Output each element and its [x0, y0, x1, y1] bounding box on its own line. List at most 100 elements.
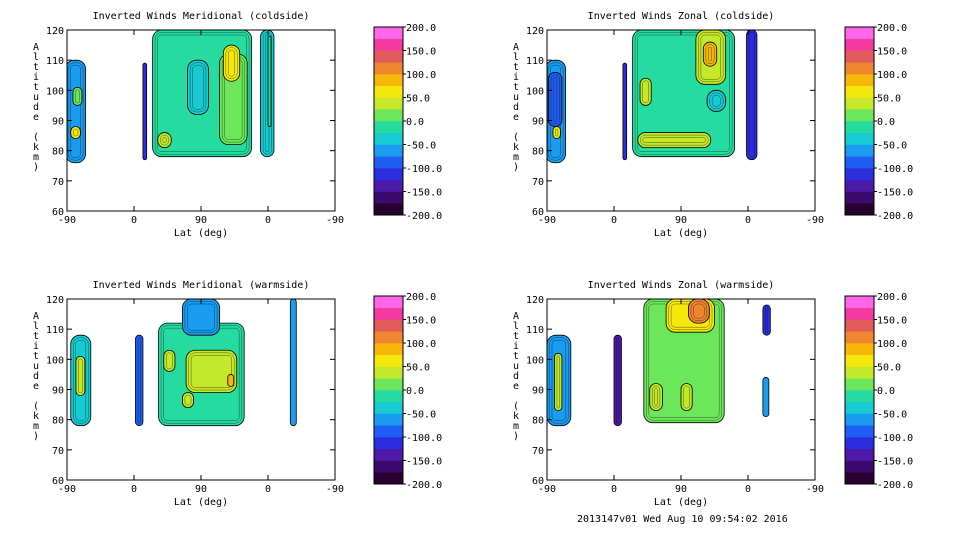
colorbar-label: -50.0	[877, 410, 907, 421]
colorbar-bin	[845, 132, 874, 145]
colorbar-label: 200.0	[406, 292, 436, 303]
colorbar-label: 0.0	[406, 117, 424, 128]
colorbar-bin	[845, 85, 874, 98]
contour-fill	[289, 299, 297, 427]
colorbar-label: 100.0	[406, 339, 436, 350]
y-tick-label: 100	[46, 355, 64, 366]
contour-blob	[185, 349, 238, 393]
colorbar-bin	[374, 109, 403, 122]
colorbar-bin	[374, 74, 403, 87]
contour-line	[654, 388, 658, 406]
colorbar-label: 50.0	[406, 363, 430, 374]
colorbar-bin	[374, 401, 403, 414]
contour-fill	[72, 86, 83, 106]
contour-line	[225, 47, 238, 80]
x-tick-label: 90	[675, 484, 687, 495]
y-tick-label: 70	[52, 446, 64, 457]
colorbar-bin	[374, 413, 403, 426]
colorbar-bin	[374, 331, 403, 344]
contour-line	[640, 134, 709, 146]
plot-area	[70, 299, 297, 427]
y-tick-label: 60	[532, 476, 544, 487]
colorbar-bin	[374, 448, 403, 461]
y-tick-label: 110	[526, 56, 544, 67]
colorbar-label: -150.0	[406, 457, 442, 468]
colorbar-label: -150.0	[877, 457, 913, 468]
contour-blob	[157, 132, 172, 149]
colorbar-bin	[374, 354, 403, 367]
colorbar-label: 50.0	[877, 94, 901, 105]
colorbar-bin	[845, 319, 874, 332]
contour-fill	[762, 377, 770, 418]
colorbar-bin	[374, 38, 403, 51]
colorbar-label: 0.0	[877, 117, 895, 128]
contour-fill	[67, 59, 87, 164]
y-tick-label: 60	[52, 476, 64, 487]
contour-blob	[702, 41, 718, 67]
colorbar-bin	[374, 191, 403, 204]
colorbar-bin	[845, 296, 874, 309]
x-tick-label: 90	[195, 215, 207, 226]
y-tick-label: 110	[46, 325, 64, 336]
colorbar-bin	[374, 50, 403, 63]
y-tick-label: 90	[52, 386, 64, 397]
contour-blob	[67, 59, 87, 164]
x-tick-label: 0	[131, 215, 137, 226]
colorbar-label: -200.0	[406, 480, 442, 491]
colorbar-bin	[845, 354, 874, 367]
contour-fill	[762, 304, 771, 336]
x-tick-label: -90	[538, 215, 556, 226]
colorbar-bin	[374, 378, 403, 391]
chart-panel: Inverted Winds Zonal (coldside) -90 0 90 0 -9…	[513, 11, 913, 239]
x-tick-label: 0	[131, 484, 137, 495]
contour-blob	[680, 383, 693, 412]
x-tick-label: -90	[806, 215, 824, 226]
contour-line	[72, 128, 79, 137]
chart-title: Inverted Winds Meridional (warmside)	[93, 280, 310, 291]
x-tick-label: -90	[58, 215, 76, 226]
colorbar-bin	[845, 203, 874, 216]
contour-blob	[613, 334, 622, 427]
x-tick-label: -90	[538, 484, 556, 495]
colorbar-label: 0.0	[406, 386, 424, 397]
contour-blob	[762, 304, 771, 336]
run-stamp: 2013147v01 Wed Aug 10 09:54:02 2016	[577, 514, 788, 525]
contour-line	[190, 355, 232, 388]
colorbar-label: 150.0	[877, 316, 907, 327]
contour-line	[67, 62, 84, 161]
contour-line	[78, 358, 83, 394]
colorbar-bin	[845, 168, 874, 181]
contour-blob	[552, 126, 561, 139]
contour-line	[693, 303, 705, 319]
contour-blob	[135, 334, 144, 427]
contour-line	[642, 80, 649, 104]
contour-fill	[613, 334, 622, 427]
x-tick-label: -90	[58, 484, 76, 495]
y-tick-label: 70	[532, 177, 544, 188]
y-tick-label: 70	[52, 177, 64, 188]
contour-blob	[688, 299, 710, 324]
colorbar-label: 200.0	[877, 292, 907, 303]
contour-line	[192, 64, 204, 110]
contour-line	[166, 352, 173, 370]
x-axis-label: Lat (deg)	[174, 497, 228, 508]
contour-blob	[181, 299, 221, 336]
y-tick-label: 120	[526, 295, 544, 306]
colorbar-label: -150.0	[877, 188, 913, 199]
contour-line	[75, 89, 80, 104]
colorbar-label: -200.0	[877, 211, 913, 222]
plot-area	[67, 30, 275, 164]
contour-line	[228, 49, 235, 77]
y-tick-label: 100	[526, 86, 544, 97]
colorbar-bin	[845, 378, 874, 391]
contour-fill	[70, 126, 81, 139]
contour-blob	[181, 392, 194, 408]
contour-line	[765, 307, 769, 333]
contour-fill	[260, 30, 275, 158]
colorbar-label: 200.0	[406, 23, 436, 34]
contour-fill	[163, 349, 176, 372]
x-tick-label: -90	[326, 484, 344, 495]
x-axis-label: Lat (deg)	[654, 228, 708, 239]
